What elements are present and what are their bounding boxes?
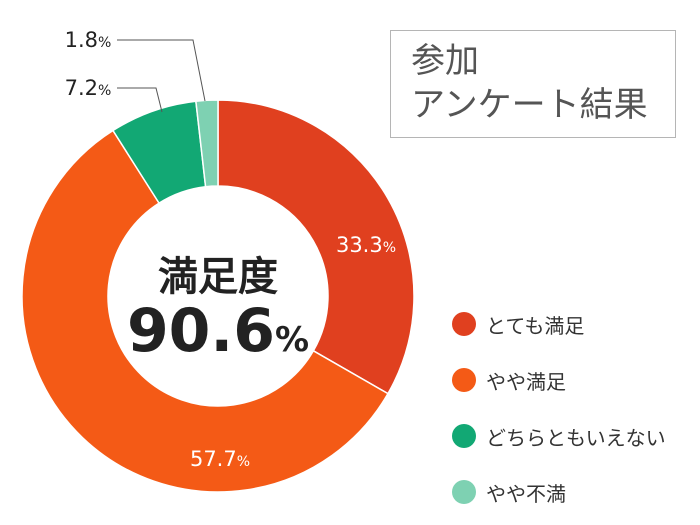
legend-swatch — [452, 368, 476, 392]
center-value: 90.6 — [127, 296, 275, 366]
chart-title-box: 参加 アンケート結果 — [390, 30, 676, 138]
chart-title-line-2: アンケート結果 — [411, 85, 648, 125]
pie-slice — [217, 99, 415, 395]
chart-title-line-1: 参加 — [411, 41, 479, 81]
legend-label: やや満足 — [486, 369, 566, 394]
center-label: 満足度 — [158, 254, 278, 300]
slice-label: 57.7% — [190, 447, 250, 471]
legend-item: どちらともいえない — [452, 408, 666, 464]
leader-line — [117, 39, 206, 102]
legend-swatch — [452, 424, 476, 448]
center-value-text: 90.6% — [127, 296, 309, 366]
chart-slices — [21, 99, 415, 493]
slice-label: 1.8% — [65, 28, 112, 52]
legend-item: やや満足 — [452, 352, 666, 408]
legend-swatch — [452, 312, 476, 336]
slice-label: 33.3% — [336, 233, 396, 257]
legend-item: やや不満 — [452, 464, 666, 520]
legend-swatch — [452, 480, 476, 504]
legend-label: どちらともいえない — [486, 425, 666, 450]
chart-legend: とても満足 やや満足 どちらともいえない やや不満 — [452, 296, 666, 520]
legend-label: やや不満 — [486, 481, 566, 506]
pie-slice — [21, 129, 389, 493]
legend-label: とても満足 — [486, 313, 585, 338]
pie-slice — [195, 99, 219, 188]
legend-item: とても満足 — [452, 296, 666, 352]
chart-leader-lines — [117, 39, 206, 113]
chart-slice-labels: 33.3% 57.7% 7.2% 1.8% — [65, 28, 396, 471]
leader-line — [117, 87, 163, 113]
center-unit: % — [275, 320, 309, 360]
slice-label: 7.2% — [65, 76, 112, 100]
